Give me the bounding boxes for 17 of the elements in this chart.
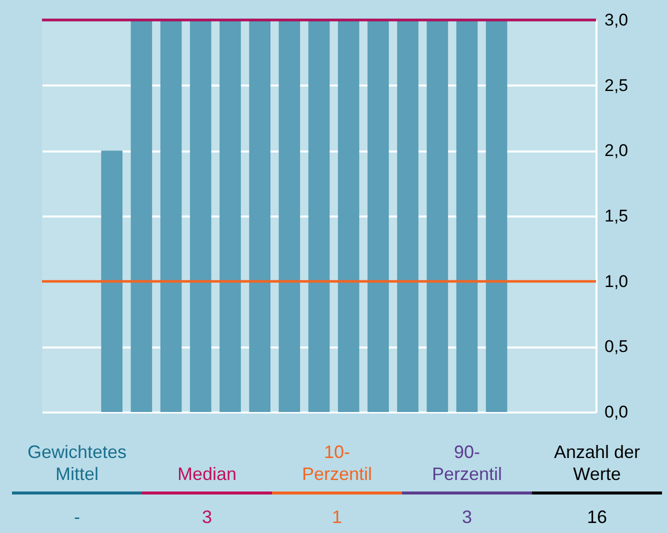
text: 16 bbox=[586, 507, 608, 527]
y-tick-label: 0,5 bbox=[604, 337, 628, 356]
text: 3 bbox=[462, 507, 472, 527]
y-tick-label: 1,0 bbox=[604, 272, 628, 291]
y-tick-label: 0,0 bbox=[604, 402, 628, 422]
text: 10-Perzentil bbox=[302, 442, 372, 484]
text: 3 bbox=[202, 507, 212, 527]
text: Gewichtetes Mittel bbox=[27, 442, 127, 484]
y-tick-label: 3,0 bbox=[604, 10, 628, 30]
text: - bbox=[74, 507, 80, 527]
text: 1 bbox=[332, 507, 342, 527]
text: 90-Perzentil bbox=[432, 442, 502, 484]
text: Median bbox=[177, 464, 237, 484]
text: Anzahl der Werte bbox=[554, 442, 640, 484]
y-tick-label: 1,5 bbox=[604, 206, 628, 226]
y-tick-label: 2,0 bbox=[604, 141, 628, 160]
y-tick-label: 2,5 bbox=[604, 76, 628, 95]
